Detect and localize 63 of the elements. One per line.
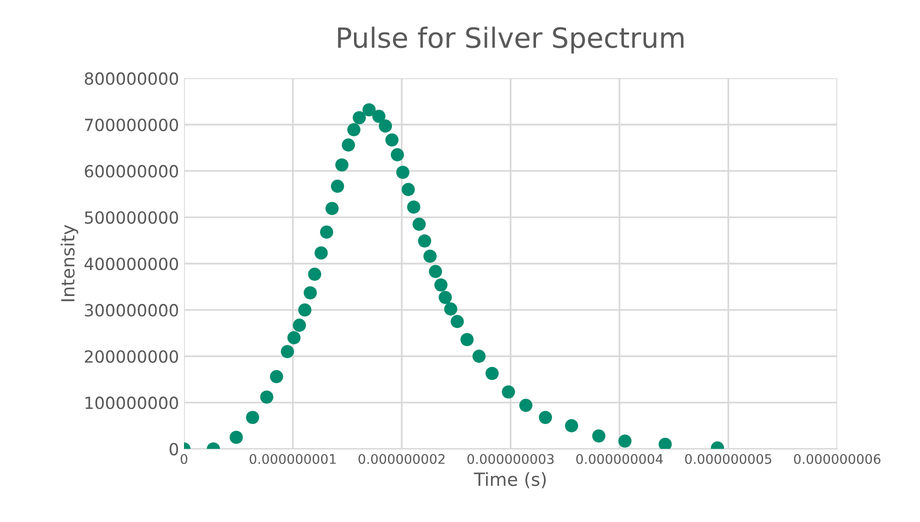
point — [592, 429, 606, 443]
point — [325, 202, 339, 216]
point — [347, 123, 360, 136]
y-tick-label: 500000000 — [84, 211, 178, 224]
point — [292, 318, 306, 332]
point — [538, 410, 552, 424]
x-tick-label: 0.000000001 — [250, 454, 336, 464]
point — [390, 148, 404, 162]
point — [246, 410, 260, 424]
point — [335, 158, 348, 172]
y-tick-label: 200000000 — [84, 350, 178, 363]
point — [502, 385, 516, 399]
x-tick-label: 0.000000004 — [576, 454, 663, 464]
point — [412, 218, 426, 231]
point — [385, 133, 399, 147]
point — [519, 398, 532, 412]
point — [280, 345, 294, 358]
point — [444, 302, 458, 316]
y-tick-label: 400000000 — [84, 258, 178, 270]
point — [460, 333, 474, 346]
y-tick-label: 300000000 — [84, 304, 178, 317]
point — [418, 234, 432, 248]
point — [564, 419, 578, 432]
y-tick-label: 0 — [170, 442, 178, 456]
point — [230, 430, 243, 444]
point — [352, 111, 366, 124]
point — [423, 250, 437, 263]
point — [428, 264, 442, 278]
point — [486, 366, 499, 380]
point — [618, 434, 632, 448]
point — [438, 290, 452, 304]
chart-title: Pulse for Silver Spectrum — [338, 26, 684, 54]
y-axis-title: Intensity — [60, 224, 78, 302]
point — [450, 314, 464, 328]
x-tick-label: 0 — [180, 454, 188, 464]
point — [396, 166, 410, 179]
y-tick-label: 800000000 — [84, 72, 178, 85]
x-axis-title: Time (s) — [474, 472, 546, 488]
point — [330, 180, 344, 193]
x-tick-label: 0.000000003 — [467, 454, 554, 464]
point — [407, 200, 420, 214]
point — [308, 268, 322, 281]
point — [402, 182, 415, 196]
x-tick-label: 0.000000005 — [685, 454, 772, 464]
point — [342, 138, 355, 152]
x-tick-label: 0.000000006 — [794, 454, 880, 464]
y-tick-label: 700000000 — [85, 118, 178, 132]
x-tick-label: 0.000000002 — [358, 454, 444, 464]
point — [372, 110, 386, 123]
point — [378, 119, 392, 133]
point — [658, 438, 672, 449]
point — [362, 103, 376, 116]
point — [434, 278, 448, 292]
y-tick-label: 100000000 — [86, 396, 178, 410]
point — [320, 226, 334, 239]
point — [270, 370, 284, 384]
point — [260, 390, 274, 404]
point — [314, 246, 328, 260]
point — [287, 331, 301, 344]
y-tick-label: 600000000 — [84, 164, 178, 178]
point — [304, 286, 317, 300]
point — [298, 303, 312, 317]
point — [472, 350, 486, 363]
